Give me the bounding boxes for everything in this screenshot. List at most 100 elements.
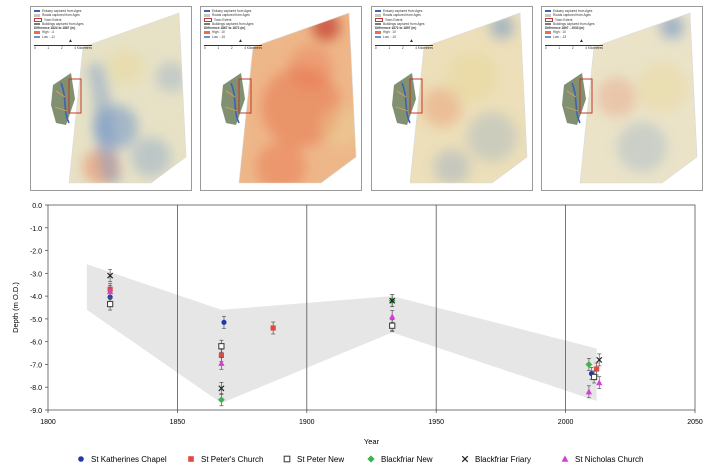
data-point xyxy=(594,366,600,372)
y-tick-label: -6.0 xyxy=(30,340,42,347)
map-legend: Estuary captured from Ages Roads captured… xyxy=(204,9,276,50)
map-low-label: Low : -11 xyxy=(42,34,55,39)
series-st-nicholas-church xyxy=(106,285,603,399)
legend-label: St Peter's Church xyxy=(201,454,264,464)
data-point xyxy=(596,356,603,363)
map-scale-tick: 4 Kilometres xyxy=(585,46,603,51)
series-blackfriar-friary xyxy=(107,269,603,395)
legend-item-st-peter-s-church: St Peter's Church xyxy=(186,454,263,464)
map-scale-tick: 2 xyxy=(230,46,233,51)
map-high-label: High : -4 xyxy=(42,30,55,35)
map-difference-label: Difference 1824 to 1867 (m) xyxy=(34,26,76,31)
map-scale-tick: 2 xyxy=(60,46,63,51)
y-tick-label: -3.0 xyxy=(30,271,42,278)
map-high-label: High : 10 xyxy=(212,30,225,35)
map-legend-line: Roads captured from Ages xyxy=(383,13,421,18)
map-scale-bar: 0 1 2 4 Kilometres xyxy=(204,45,262,50)
map-legend-line: Buildings captured from Ages xyxy=(212,21,254,26)
x-tick-label: 2000 xyxy=(558,419,574,426)
map-scale-tick: 2 xyxy=(401,46,404,51)
legend-marker xyxy=(188,456,194,462)
map-strip: Estuary captured from Ages Roads captured… xyxy=(0,0,720,200)
legend-marker-shape xyxy=(461,455,469,463)
map-high-label: High : 10 xyxy=(383,30,396,35)
y-tick-label: 0.0 xyxy=(32,203,42,210)
map-legend-line: Buildings captured from Ages xyxy=(553,21,595,26)
legend-label: St Peter New xyxy=(297,454,345,464)
town-inset xyxy=(392,73,416,125)
north-arrow-icon: ▲ xyxy=(68,38,73,45)
map-image xyxy=(392,12,528,184)
map-scale-bar: 0 1 2 4 Kilometres xyxy=(34,45,92,50)
map-panel-3: Estuary captured from Ages Roads captured… xyxy=(371,6,533,191)
map-legend-line: Town Extent xyxy=(44,17,62,22)
legend-label: St Katherines Chapel xyxy=(91,454,167,464)
map-legend: Estuary captured from Ages Roads captured… xyxy=(375,9,447,50)
map-scale-tick: 0 xyxy=(204,46,206,51)
map-image xyxy=(51,12,187,184)
map-scale-tick: 4 Kilometres xyxy=(74,46,92,51)
legend-marker xyxy=(367,455,375,463)
map-scale-bar: 0 1 2 4 Kilometres xyxy=(375,45,433,50)
map-legend-line: Buildings captured from Ages xyxy=(383,21,425,26)
data-point xyxy=(596,379,603,386)
legend-label: Blackfriar New xyxy=(381,454,433,464)
map-legend-line: Town Extent xyxy=(385,17,403,22)
map-low-label: Low : -10 xyxy=(212,34,226,39)
x-tick-label: 2050 xyxy=(687,419,703,426)
map-scale-tick: 4 Kilometres xyxy=(415,46,433,51)
chart-legend: St Katherines Chapel St Peter's Church St … xyxy=(70,454,720,468)
town-inset xyxy=(562,73,586,125)
map-scale-tick: 0 xyxy=(545,46,547,51)
map-legend-line: Estuary captured from Ages xyxy=(553,9,593,13)
y-axis-label: Depth (m O.D.) xyxy=(11,282,20,333)
map-difference-label: Difference 1897 - 1933 (m) xyxy=(545,26,585,31)
map-scale-tick: 1 xyxy=(558,46,561,51)
legend-marker xyxy=(561,455,569,462)
y-tick-label: -5.0 xyxy=(30,317,42,324)
y-tick-label: -9.0 xyxy=(30,408,42,415)
legend-marker-shape xyxy=(78,456,84,462)
legend-item-blackfriar-friary: Blackfriar Friary xyxy=(460,454,531,464)
map-legend: Estuary captured from Ages Roads captured… xyxy=(34,9,106,50)
legend-item-st-nicholas-church: St Nicholas Church xyxy=(560,454,643,464)
map-scale-tick: 0 xyxy=(375,46,377,51)
x-tick-label: 1850 xyxy=(170,419,186,426)
map-panel-2: Estuary captured from Ages Roads captured… xyxy=(200,6,362,191)
depth-chart: 0.0 -1.0 -2.0 -3.0 -4.0 -5.0 -6.0 -7.0 -8.0 -9.0 1… xyxy=(11,203,703,446)
legend-marker-shape xyxy=(188,456,194,462)
north-arrow-icon: ▲ xyxy=(579,38,584,45)
legend-marker xyxy=(78,456,84,462)
data-point xyxy=(107,272,114,279)
data-point xyxy=(389,313,396,320)
confidence-band xyxy=(86,264,597,404)
map-scale-tick: 0 xyxy=(34,46,36,51)
legend-label: Blackfriar Friary xyxy=(475,454,532,464)
x-tick-label: 1800 xyxy=(40,419,56,426)
map-panel-1: Estuary captured from Ages Roads captured… xyxy=(30,6,192,191)
map-low-label: Low : -13 xyxy=(553,34,567,39)
map-scale-bar: 0 1 2 4 Kilometres xyxy=(545,45,603,50)
data-point xyxy=(218,359,225,366)
data-point xyxy=(270,325,276,331)
map-legend-line: Roads captured from Ages xyxy=(42,13,80,18)
x-axis-label: Year xyxy=(364,437,380,446)
map-legend-line: Town Extent xyxy=(555,17,573,22)
data-point xyxy=(585,361,593,368)
map-legend-line: Estuary captured from Ages xyxy=(212,9,252,13)
map-legend-line: Buildings captured from Ages xyxy=(42,21,84,26)
y-tick-label: -2.0 xyxy=(30,249,42,256)
x-tick-label: 1950 xyxy=(428,419,444,426)
data-point xyxy=(221,319,227,325)
map-difference-label: Difference 1867 to 1872 (m) xyxy=(204,26,246,31)
map-legend-line: Estuary captured from Ages xyxy=(383,9,423,13)
map-scale-tick: 1 xyxy=(388,46,391,51)
legend-marker xyxy=(283,455,291,463)
data-point xyxy=(106,300,114,308)
y-tick-label: -1.0 xyxy=(30,226,42,233)
map-legend-line: Town Extent xyxy=(214,17,232,22)
y-tick-label: -4.0 xyxy=(30,294,42,301)
data-point xyxy=(218,343,225,350)
town-inset xyxy=(51,73,75,125)
plot-frame xyxy=(47,204,696,411)
